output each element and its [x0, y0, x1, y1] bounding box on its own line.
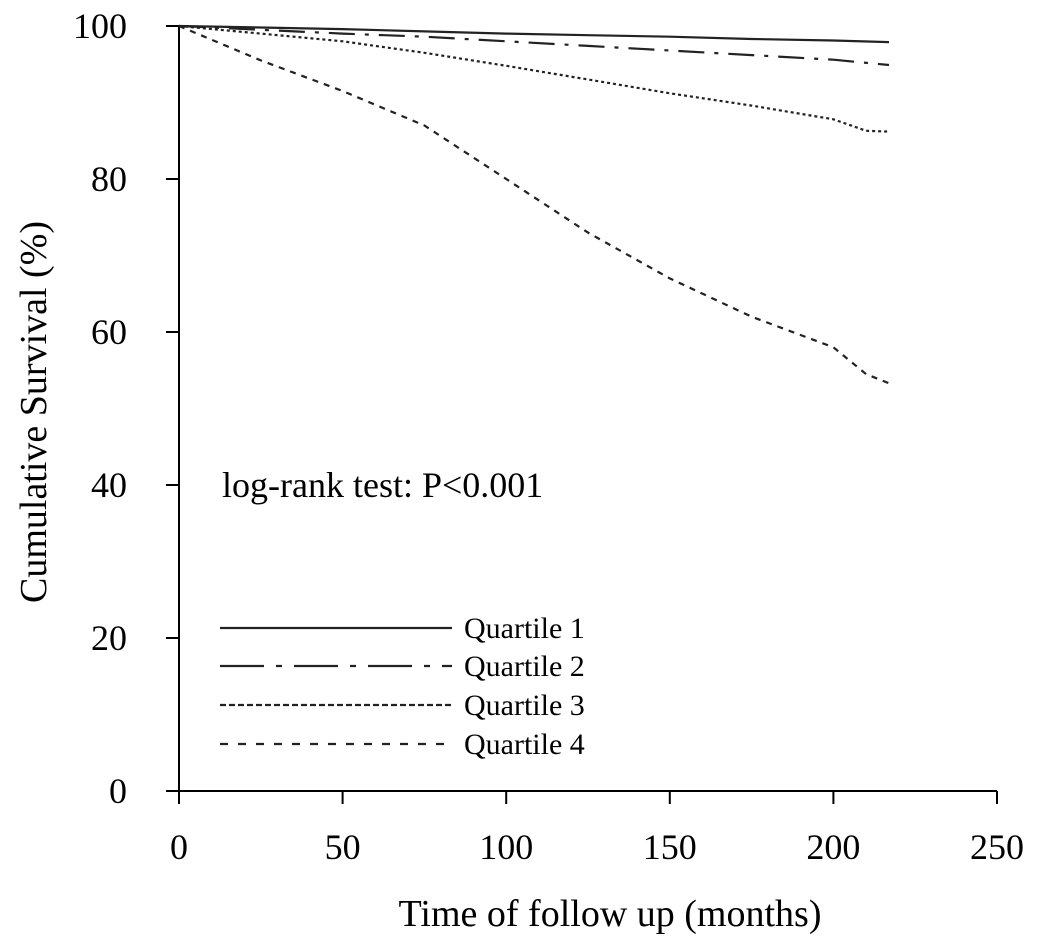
y-tick-label: 60	[91, 312, 127, 352]
legend-label-quartile-2: Quartile 2	[464, 650, 585, 683]
ticks: 0 20 40 60 80 100 0 50 100 150 200 250	[73, 6, 1024, 867]
series-line-quartile-3	[178, 24, 890, 133]
x-tick-label: 100	[479, 827, 533, 867]
series-line-quartile-4	[178, 24, 890, 385]
legend: Quartile 1 Quartile 2 Quartile 3 Quartile 4	[220, 612, 585, 761]
axes	[178, 26, 997, 792]
x-tick-label: 250	[970, 827, 1024, 867]
x-tick-label: 50	[325, 827, 361, 867]
log-rank-annotation: log-rank test: P<0.001	[222, 465, 543, 505]
legend-label-quartile-1: Quartile 1	[464, 612, 585, 645]
series-lines	[178, 24, 890, 385]
x-axis-title: Time of follow up (months)	[399, 893, 822, 935]
x-tick-label: 200	[806, 827, 860, 867]
y-tick-label: 100	[73, 6, 127, 46]
y-axis-title: Cumulative Survival (%)	[13, 221, 55, 603]
y-tick-label: 0	[109, 771, 127, 811]
y-tick-label: 40	[91, 465, 127, 505]
legend-label-quartile-3: Quartile 3	[464, 689, 585, 722]
x-tick-label: 150	[643, 827, 697, 867]
series-line-quartile-1	[178, 24, 890, 44]
y-tick-label: 20	[91, 618, 127, 658]
x-tick-label: 0	[170, 827, 188, 867]
y-tick-label: 80	[91, 159, 127, 199]
legend-label-quartile-4: Quartile 4	[464, 728, 585, 761]
series-line-quartile-2	[178, 24, 890, 67]
